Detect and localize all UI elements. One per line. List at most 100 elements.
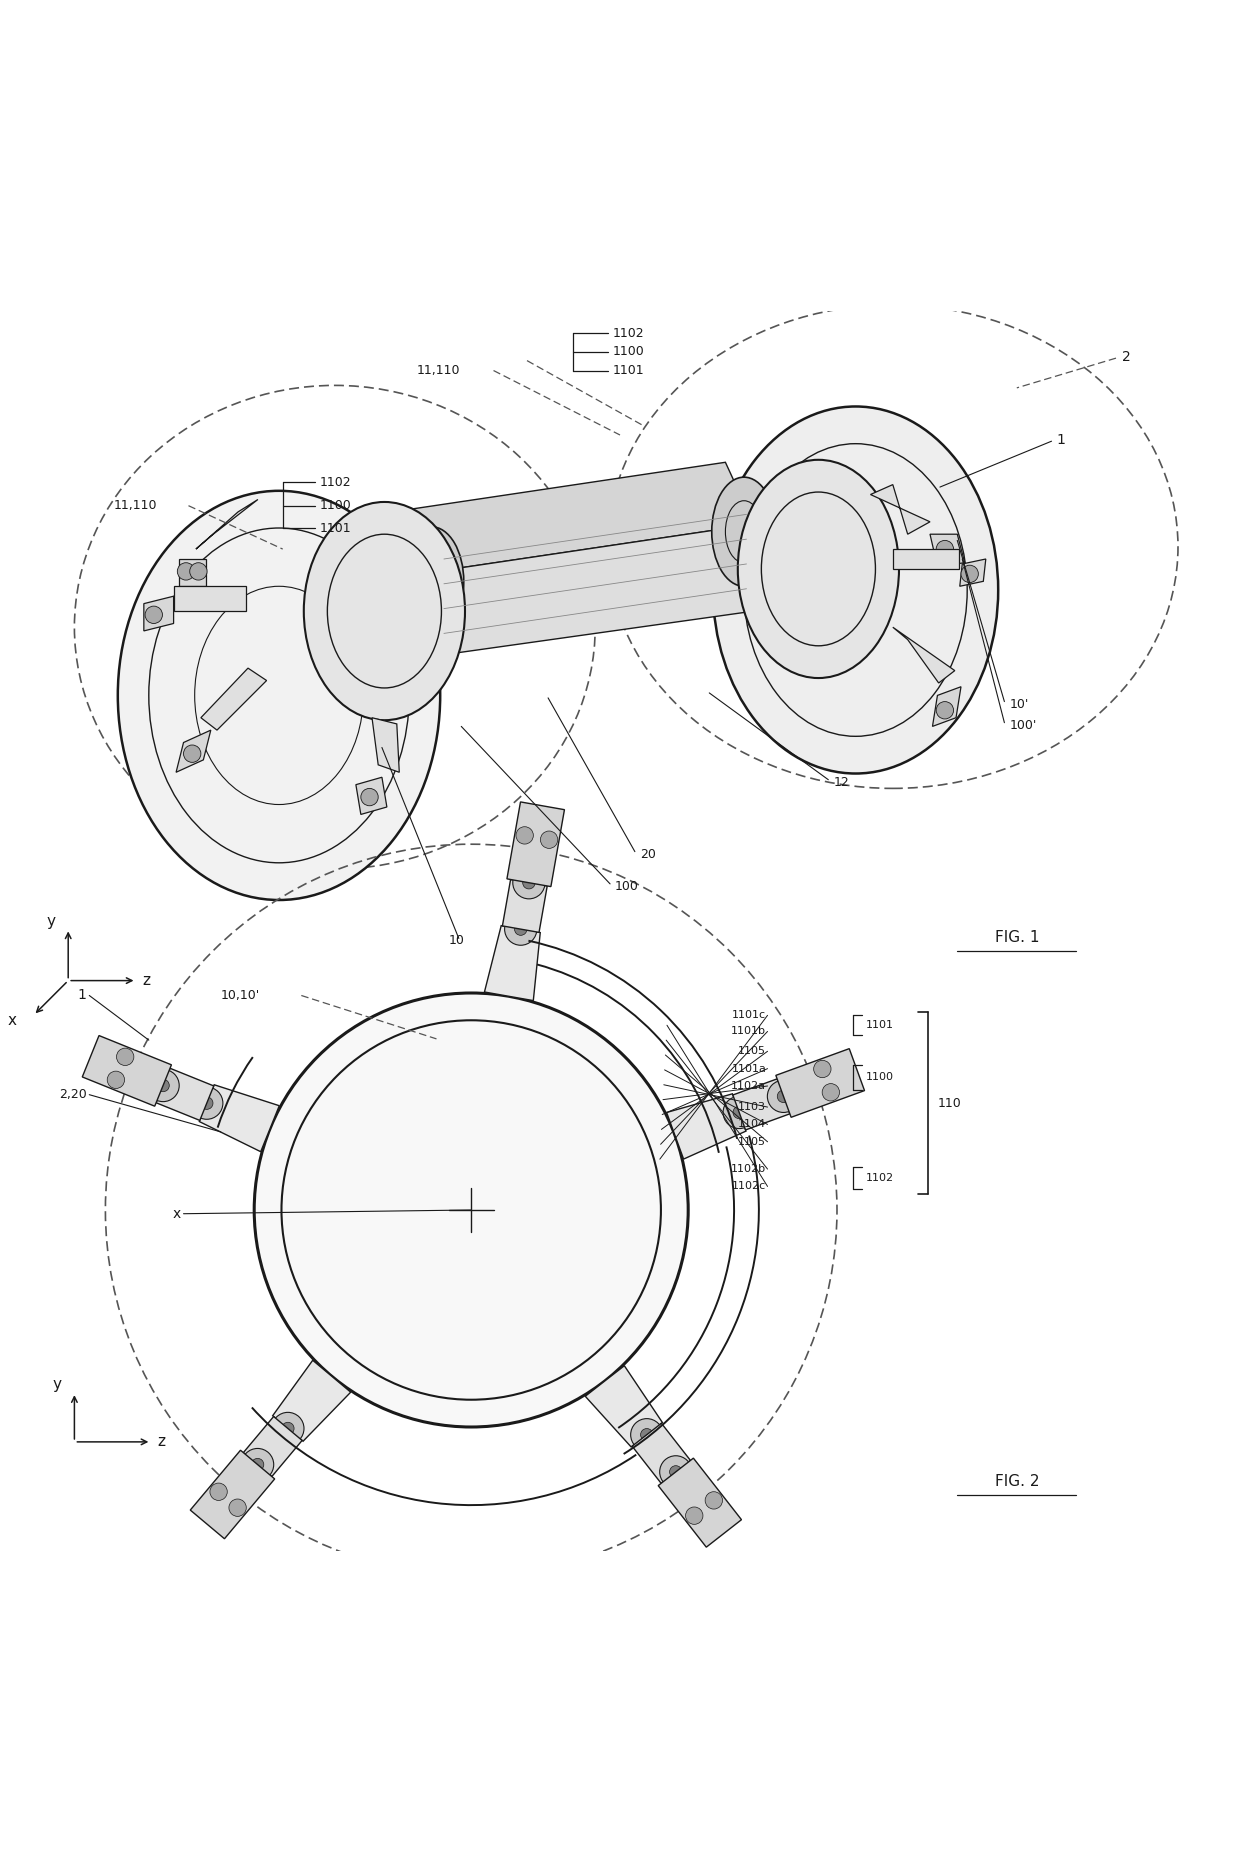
- Ellipse shape: [713, 406, 998, 773]
- Ellipse shape: [516, 827, 533, 843]
- Polygon shape: [893, 627, 955, 683]
- Polygon shape: [82, 1035, 171, 1106]
- Ellipse shape: [738, 460, 899, 678]
- Polygon shape: [409, 510, 436, 655]
- Text: FIG. 2: FIG. 2: [994, 1475, 1039, 1490]
- Ellipse shape: [712, 477, 776, 587]
- Polygon shape: [156, 1069, 213, 1121]
- Ellipse shape: [229, 1499, 247, 1516]
- Polygon shape: [870, 484, 930, 534]
- Text: 1102b: 1102b: [732, 1164, 766, 1175]
- Ellipse shape: [117, 1048, 134, 1065]
- Ellipse shape: [706, 1491, 723, 1508]
- Ellipse shape: [631, 1419, 663, 1450]
- Ellipse shape: [513, 866, 546, 899]
- Text: 10': 10': [1009, 698, 1029, 711]
- Polygon shape: [585, 1365, 662, 1447]
- Polygon shape: [356, 776, 387, 814]
- Text: 1100: 1100: [320, 499, 352, 512]
- Polygon shape: [200, 1086, 279, 1153]
- Ellipse shape: [190, 562, 207, 581]
- Text: 1101: 1101: [866, 1020, 894, 1030]
- Ellipse shape: [961, 566, 978, 583]
- Ellipse shape: [733, 1106, 745, 1119]
- Text: 1102: 1102: [613, 328, 645, 341]
- Ellipse shape: [107, 1071, 124, 1089]
- Ellipse shape: [822, 1084, 839, 1100]
- Polygon shape: [144, 596, 174, 631]
- Ellipse shape: [361, 788, 378, 806]
- Ellipse shape: [670, 1465, 682, 1478]
- Ellipse shape: [210, 1482, 227, 1501]
- Text: 1101b: 1101b: [732, 1026, 766, 1037]
- Ellipse shape: [515, 924, 527, 935]
- Polygon shape: [190, 1450, 275, 1538]
- Text: z: z: [157, 1434, 165, 1449]
- Text: 1100: 1100: [866, 1073, 894, 1082]
- Polygon shape: [436, 525, 754, 655]
- Ellipse shape: [145, 607, 162, 624]
- Ellipse shape: [641, 1428, 653, 1441]
- Ellipse shape: [157, 1080, 170, 1091]
- Polygon shape: [176, 730, 211, 773]
- Text: 1102c: 1102c: [732, 1182, 766, 1192]
- Text: x: x: [7, 1013, 16, 1028]
- Ellipse shape: [723, 1097, 755, 1128]
- Text: 20: 20: [640, 847, 656, 860]
- Polygon shape: [485, 925, 541, 1000]
- Ellipse shape: [304, 503, 465, 721]
- Text: 1101a: 1101a: [732, 1063, 766, 1074]
- Ellipse shape: [505, 912, 537, 946]
- Text: 1101: 1101: [613, 363, 645, 376]
- Text: FIG. 1: FIG. 1: [994, 929, 1039, 944]
- Text: 1105: 1105: [738, 1046, 766, 1056]
- Text: z: z: [143, 974, 150, 989]
- Text: 1100: 1100: [613, 346, 645, 358]
- Text: 2,20: 2,20: [60, 1087, 87, 1100]
- Text: 1101c: 1101c: [732, 1011, 766, 1020]
- Ellipse shape: [252, 1458, 264, 1471]
- Text: 11,110: 11,110: [114, 499, 157, 512]
- Text: 2: 2: [1122, 350, 1131, 363]
- Ellipse shape: [660, 1456, 692, 1488]
- Ellipse shape: [184, 745, 201, 762]
- Polygon shape: [179, 559, 206, 587]
- Ellipse shape: [148, 1069, 180, 1102]
- Text: 1: 1: [1056, 434, 1065, 447]
- Ellipse shape: [541, 830, 558, 849]
- Text: 1102a: 1102a: [732, 1082, 766, 1091]
- Text: 100': 100': [1009, 719, 1037, 732]
- Text: 110: 110: [937, 1097, 961, 1110]
- Polygon shape: [893, 549, 959, 570]
- Text: x: x: [172, 1207, 181, 1221]
- Polygon shape: [960, 559, 986, 587]
- Polygon shape: [409, 462, 754, 572]
- Ellipse shape: [813, 1059, 831, 1078]
- Ellipse shape: [242, 1449, 274, 1480]
- Text: 12: 12: [833, 776, 849, 789]
- Polygon shape: [502, 879, 547, 933]
- Text: 11,110: 11,110: [417, 363, 460, 376]
- Text: 1102: 1102: [866, 1173, 894, 1182]
- Text: 1: 1: [78, 989, 87, 1002]
- Ellipse shape: [768, 1080, 800, 1112]
- Ellipse shape: [191, 1087, 223, 1119]
- Text: 1104: 1104: [738, 1119, 766, 1130]
- Polygon shape: [507, 803, 564, 886]
- Ellipse shape: [523, 877, 536, 888]
- Polygon shape: [273, 1361, 351, 1441]
- Polygon shape: [196, 499, 258, 549]
- Text: 100: 100: [615, 881, 639, 894]
- Text: 1102: 1102: [320, 475, 352, 488]
- Polygon shape: [733, 1078, 790, 1130]
- Polygon shape: [776, 1048, 864, 1117]
- Ellipse shape: [272, 1413, 304, 1445]
- Polygon shape: [243, 1417, 303, 1477]
- Text: 10,10': 10,10': [221, 989, 260, 1002]
- Text: 1103: 1103: [738, 1102, 766, 1112]
- Polygon shape: [174, 587, 246, 611]
- Ellipse shape: [777, 1089, 790, 1102]
- Ellipse shape: [118, 492, 440, 899]
- Ellipse shape: [936, 540, 954, 559]
- Polygon shape: [932, 687, 961, 726]
